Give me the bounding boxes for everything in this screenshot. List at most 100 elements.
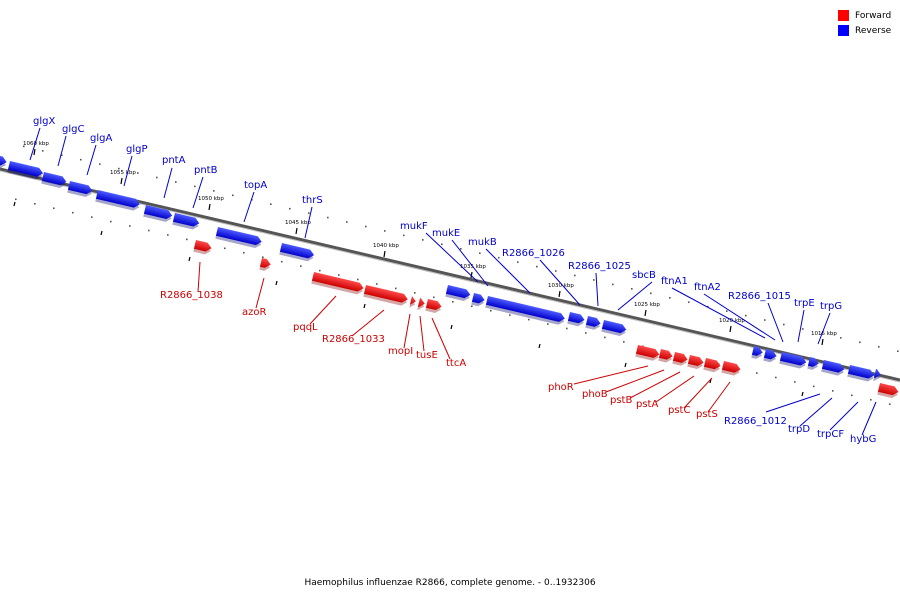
reverse-gene xyxy=(821,360,845,376)
reverse-gene-label: R2866_1012 xyxy=(724,416,787,427)
forward-gene xyxy=(425,299,442,313)
leader-line xyxy=(29,127,41,161)
reverse-gene-label: trpG xyxy=(820,301,842,312)
forward-gene-label: tusE xyxy=(416,350,438,361)
forward-gene-label: phoB xyxy=(582,389,608,400)
reverse-gene-label: glgA xyxy=(90,133,112,144)
reverse-gene-label: ftnA1 xyxy=(661,276,688,287)
scale-tick xyxy=(729,325,732,333)
reverse-gene xyxy=(763,349,777,363)
scale-label: 1050 kbp xyxy=(198,196,224,202)
forward-gene-label: pstA xyxy=(636,399,658,410)
reverse-gene xyxy=(485,296,565,325)
forward-gene-label: ttcA xyxy=(446,358,466,369)
scale-label: 1040 kbp xyxy=(373,243,399,249)
reverse-gene-label: R2866_1025 xyxy=(568,261,631,272)
reverse-gene-label: mukE xyxy=(432,228,460,239)
scale-tick xyxy=(120,177,123,185)
leader-line xyxy=(683,377,713,409)
forward-swatch xyxy=(838,10,849,21)
reverse-gene-label: trpE xyxy=(794,298,815,309)
leader-line xyxy=(309,295,337,325)
reverse-gene-label: glgP xyxy=(126,144,148,155)
reverse-gene xyxy=(143,205,173,222)
scale-tick xyxy=(188,256,191,262)
scale-label: 1045 kbp xyxy=(285,220,311,226)
leader-line xyxy=(163,167,173,199)
legend-item-reverse: Reverse xyxy=(838,23,891,38)
reverse-gene xyxy=(585,316,601,330)
scale-tick xyxy=(208,203,211,211)
reverse-gene-label: trpD xyxy=(788,424,810,435)
forward-gene xyxy=(409,296,416,308)
forward-gene-label: pstC xyxy=(668,405,690,416)
reverse-gene-label: mukB xyxy=(468,237,497,248)
leader-line xyxy=(86,144,97,176)
scale-tick xyxy=(558,290,561,298)
scale-tick xyxy=(13,201,16,207)
reverse-swatch xyxy=(838,25,849,36)
reverse-gene xyxy=(7,161,44,180)
forward-gene xyxy=(672,352,688,366)
leader-line xyxy=(799,397,833,427)
scale-label: 1055 kbp xyxy=(110,170,136,176)
reverse-gene xyxy=(847,365,875,382)
leader-line xyxy=(425,232,479,283)
legend: Forward Reverse xyxy=(838,8,891,38)
reverse-gene xyxy=(779,352,807,369)
forward-gene xyxy=(417,298,425,310)
reverse-gene xyxy=(873,369,881,381)
scale-label: 1030 kbp xyxy=(548,283,574,289)
scale-label: 1020 kbp xyxy=(719,318,745,324)
leader-line xyxy=(617,281,653,311)
scale-tick xyxy=(100,230,103,236)
leader-line xyxy=(485,248,531,294)
leader-line xyxy=(605,369,665,393)
reverse-gene-label: pntA xyxy=(162,155,186,166)
leader-line xyxy=(671,287,766,339)
legend-item-forward: Forward xyxy=(838,8,891,23)
forward-gene xyxy=(703,358,721,373)
legend-label-forward: Forward xyxy=(855,10,892,21)
leader-line xyxy=(595,272,599,307)
tick-dots xyxy=(15,145,899,406)
scale-tick xyxy=(470,271,473,279)
leader-line xyxy=(57,135,67,167)
scale-label: 1025 kbp xyxy=(634,302,660,308)
scale-tick xyxy=(383,250,386,258)
leader-line xyxy=(817,312,831,345)
leader-line xyxy=(629,371,681,399)
scale-tick xyxy=(33,148,36,156)
forward-gene xyxy=(311,272,364,295)
scale-tick xyxy=(363,303,366,309)
leader-line xyxy=(243,191,255,223)
reverse-gene xyxy=(807,357,819,370)
forward-gene xyxy=(363,285,408,306)
reverse-gene-label: thrS xyxy=(302,195,323,206)
reverse-gene-label: ftnA2 xyxy=(694,282,721,293)
leader-line xyxy=(703,293,776,341)
forward-gene xyxy=(259,258,271,271)
reverse-gene-label: topA xyxy=(244,180,267,191)
reverse-gene-label: glgC xyxy=(62,124,84,135)
reverse-gene-label: pntB xyxy=(194,165,218,176)
reverse-gene xyxy=(215,227,262,249)
leader-line xyxy=(197,261,201,293)
reverse-gene-label: trpCF xyxy=(817,429,844,440)
scale-tick xyxy=(295,227,298,235)
forward-gene-label: azoR xyxy=(242,307,266,318)
leader-line xyxy=(655,375,695,403)
scale-label: 1060 kbp xyxy=(23,141,49,147)
leader-line xyxy=(765,393,821,413)
forward-gene-label: R2866_1033 xyxy=(322,334,385,345)
scale-tick xyxy=(821,338,824,346)
reverse-gene-label: sbcB xyxy=(632,270,656,281)
leader-line xyxy=(403,313,411,349)
leader-line xyxy=(539,259,581,306)
forward-gene xyxy=(635,345,660,361)
leader-line xyxy=(573,365,649,385)
reverse-gene xyxy=(567,312,585,327)
forward-gene-label: pqqL xyxy=(293,322,318,333)
forward-gene xyxy=(658,349,673,363)
